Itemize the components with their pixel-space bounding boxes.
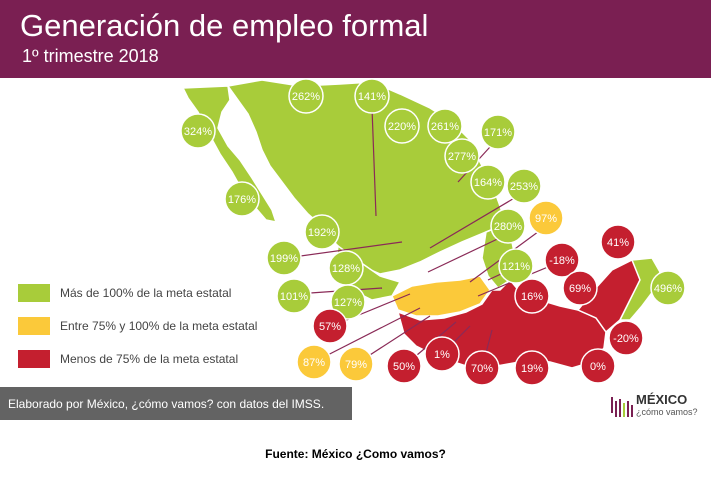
state-value: 277% [448,151,476,163]
state-label-70: 70% [464,350,500,386]
page-title: Generación de empleo formal [20,8,429,43]
state-label-16: 16% [514,278,550,314]
state-value: 127% [334,297,362,309]
state-value: 253% [510,181,538,193]
page-subtitle: 1º trimestre 2018 [22,46,159,66]
state-value: 192% [308,227,336,239]
state-label-127: 127% [330,284,366,320]
legend-swatch-green [18,284,50,302]
legend-label: Más de 100% de la meta estatal [60,286,232,300]
state-value: 220% [388,121,416,133]
legend-label: Menos de 75% de la meta estatal [60,352,239,366]
state-label-1: 1% [424,336,460,372]
state-value: 141% [358,91,386,103]
state-label-97: 97% [528,200,564,236]
state-label-141: 141% [354,78,390,114]
state-value: 1% [434,349,450,361]
state-value: 324% [184,126,212,138]
state-value: 50% [393,361,415,373]
state-label-220: 220% [384,108,420,144]
state-value: 57% [319,321,341,333]
leader-line [429,189,529,249]
state-label-121: 121% [498,248,534,284]
state-label-128: 128% [328,250,364,286]
state-label-69: 69% [562,270,598,306]
state-label-minus-18: -18% [544,242,580,278]
state-label-87: 87% [296,344,332,380]
header-bar: Generación de empleo formal 1º trimestre… [0,0,711,78]
state-value: 16% [521,291,543,303]
mexico-como-vamos-logo: MÉXICO ¿cómo vamos? [610,388,710,422]
legend-label: Entre 75% y 100% de la meta estatal [60,319,258,333]
state-value: 41% [607,237,629,249]
state-value: 87% [303,357,325,369]
state-label-324: 324% [180,113,216,149]
state-value: 261% [431,121,459,133]
state-value: 128% [332,263,360,275]
leader-line [371,107,377,217]
state-value: 496% [654,283,682,295]
source-caption: Fuente: México ¿Como vamos? [265,447,446,461]
state-label-199: 199% [266,240,302,276]
state-value: -18% [549,255,575,267]
state-value: 176% [228,194,256,206]
state-label-192: 192% [304,214,340,250]
region-quintana-roo [618,257,661,321]
state-label-0: 0% [580,348,616,384]
state-value: 280% [494,221,522,233]
credit-bar: Elaborado por México, ¿cómo vamos? con d… [0,387,352,420]
state-value: 79% [345,359,367,371]
leader-line [285,241,403,259]
state-value: 164% [474,177,502,189]
state-label-280: 280% [490,208,526,244]
state-label-277: 277% [444,138,480,174]
leader-line [313,307,421,363]
state-label-171: 171% [480,114,516,150]
state-label-79: 79% [338,346,374,382]
state-label-41: 41% [600,224,636,260]
state-label-19: 19% [514,350,550,386]
state-label-101: 101% [276,278,312,314]
state-value: 70% [471,363,493,375]
state-label-164: 164% [470,164,506,200]
state-value: 97% [535,213,557,225]
credit-text: Elaborado por México, ¿cómo vamos? con d… [8,397,325,411]
logo-bars-icon [611,397,633,417]
state-value: -20% [613,333,639,345]
legend-swatch-red [18,350,50,368]
state-value: 262% [292,91,320,103]
mexico-map: 324% 262% 141% 220% 261% 171% 277% 176% … [180,78,686,386]
state-value: 121% [502,261,530,273]
state-value: 0% [590,361,606,373]
state-label-minus-20: -20% [608,320,644,356]
state-label-176: 176% [224,181,260,217]
legend-swatch-yellow [18,317,50,335]
state-value: 101% [280,291,308,303]
state-value: 69% [569,283,591,295]
infographic: Generación de empleo formal 1º trimestre… [0,0,711,422]
region-yellow-band [391,275,491,317]
state-value: 199% [270,253,298,265]
state-labels: 324% 262% 141% 220% 261% 171% 277% 176% … [180,78,686,386]
state-label-57: 57% [312,308,348,344]
state-value: 171% [484,127,512,139]
leader-line [427,233,509,273]
state-label-262: 262% [288,78,324,114]
state-label-50: 50% [386,348,422,384]
logo-name: MÉXICO [636,392,688,407]
state-label-261: 261% [427,108,463,144]
state-label-253: 253% [506,168,542,204]
state-label-496: 496% [650,270,686,306]
state-value: 19% [521,363,543,375]
logo-tagline: ¿cómo vamos? [636,407,698,417]
